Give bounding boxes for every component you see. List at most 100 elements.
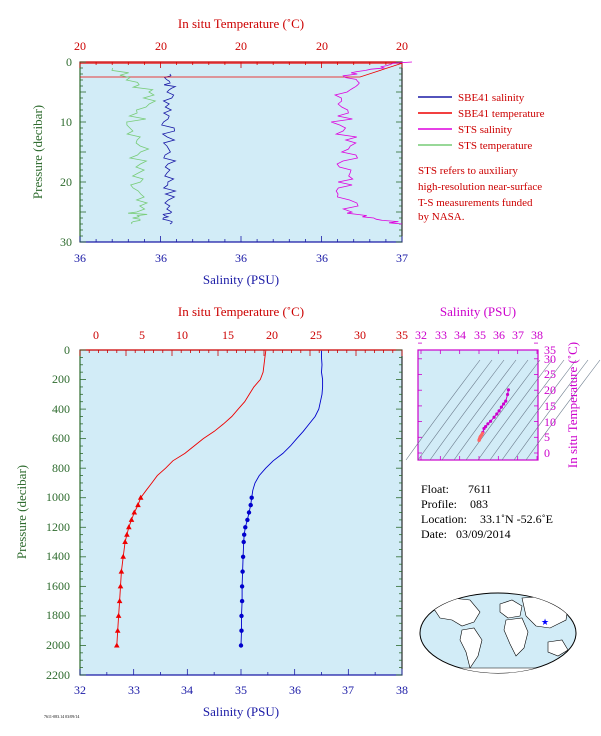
top-pressure-axis-title: Pressure (decibar) [30, 105, 45, 199]
top-trace-sbe41-temperature [80, 62, 403, 78]
ts-point [497, 409, 501, 413]
ts-point [506, 388, 510, 392]
ts-sal-tick-label: 35 [474, 328, 486, 342]
ts-density-contour [477, 359, 553, 461]
main-sal-tick-label: 34 [181, 683, 193, 697]
ts-sal-tick-label: 32 [415, 328, 427, 342]
ts-axis-ticks [418, 342, 538, 460]
location-label: Location: [421, 512, 467, 526]
ts-temp-tick-label: 5 [544, 430, 550, 444]
top-panel: In situ Temperature (˚C) 20 20 20 20 20 … [30, 16, 545, 287]
main-salinity-point [239, 628, 244, 633]
top-sal-tick-label: 36 [316, 251, 328, 265]
main-salinity-point [246, 510, 252, 515]
top-legend: SBE41 salinity SBE41 temperature STS sal… [418, 92, 545, 152]
float-info: Float: 7611 Profile: 083 Location: 33.1˚… [421, 482, 553, 541]
main-temp-tick-labels: 0 5 10 15 20 25 30 35 [93, 328, 408, 342]
main-pressure-tick-label: 0 [64, 343, 70, 357]
ts-temp-tick-label: 30 [544, 352, 556, 366]
main-sal-tick-label: 38 [396, 683, 408, 697]
ts-temp-axis-title: In situ Temperature (˚C) [565, 342, 580, 468]
ts-point [477, 438, 481, 442]
main-pressure-tick-label: 2200 [46, 668, 70, 682]
main-salinity-point [245, 517, 250, 523]
top-temp-tick-label: 20 [155, 39, 167, 53]
main-temperature-point [117, 583, 124, 589]
float-value: 7611 [468, 482, 492, 496]
main-temperature-line [116, 350, 267, 646]
main-temp-tick-label: 5 [139, 328, 145, 342]
top-trace-sbe41-salinity [161, 73, 177, 225]
top-temp-tick-label: 20 [396, 39, 408, 53]
ts-sal-tick-labels: 32 33 34 35 36 37 38 [415, 328, 543, 342]
ts-point [482, 426, 486, 431]
main-pressure-axis-title: Pressure (decibar) [14, 465, 29, 559]
legend-label: STS temperature [458, 140, 532, 152]
main-temperature-point [120, 553, 126, 559]
ts-density-contour [453, 359, 529, 461]
ts-density-contour [501, 359, 577, 461]
main-pressure-tick-label: 1200 [46, 520, 70, 534]
landmass-north-america [431, 597, 481, 627]
profile-value: 083 [470, 497, 488, 511]
main-sal-tick-label: 32 [74, 683, 86, 697]
footer-code: 7611-083.14 03/09/14 [44, 714, 79, 719]
top-temp-tick-label: 20 [235, 39, 247, 53]
top-sal-tick-label: 36 [74, 251, 86, 265]
ts-point [489, 419, 493, 423]
main-salinity-point [239, 613, 244, 619]
note-line: STS refers to auxiliary [418, 165, 518, 177]
main-pressure-tick-label: 800 [52, 461, 70, 475]
main-temperature-point [137, 494, 144, 500]
ts-density-contour [465, 359, 541, 461]
main-salinity-point [240, 554, 246, 559]
top-pressure-tick-label: 0 [66, 55, 72, 69]
ts-density-contour [489, 359, 565, 461]
main-salinity-point [248, 502, 253, 508]
ts-point [499, 405, 503, 409]
ts-density-contour [405, 359, 481, 461]
top-sal-tick-label: 36 [155, 251, 167, 265]
main-temperature-point [124, 531, 130, 537]
legend-label: STS salinity [458, 124, 513, 136]
legend-label: SBE41 salinity [458, 92, 525, 104]
location-value: 33.1˚N -52.6˚E [480, 512, 553, 526]
ts-sal-axis-title: Salinity (PSU) [440, 304, 516, 319]
main-pressure-tick-labels: 0 200 400 600 800 1000 1200 1400 1600 18… [46, 343, 70, 682]
float-label: Float: [421, 482, 449, 496]
main-salinity-line [240, 350, 324, 646]
ts-temp-tick-label: 10 [544, 415, 556, 429]
ts-point [492, 415, 496, 419]
main-temperature-point [128, 516, 135, 522]
date-value: 03/09/2014 [456, 527, 511, 541]
main-salinity-point [239, 584, 245, 589]
ts-sal-tick-label: 33 [435, 328, 447, 342]
landmass-south-america [459, 627, 483, 669]
main-temp-tick-label: 30 [354, 328, 366, 342]
ts-density-contour [513, 359, 589, 461]
main-temp-tick-label: 10 [176, 328, 188, 342]
top-temp-tick-label: 20 [74, 39, 86, 53]
ts-point [504, 399, 508, 403]
main-temperature-point [116, 598, 123, 604]
float-location-star-icon: ★ [541, 617, 549, 627]
main-salinity-point [238, 643, 244, 648]
ts-point [506, 392, 510, 397]
top-pressure-tick-label: 30 [60, 235, 72, 249]
ts-point [502, 402, 506, 406]
main-pressure-tick-label: 1800 [46, 608, 70, 622]
profile-label: Profile: [421, 497, 457, 511]
date-label: Date: [421, 527, 447, 541]
main-sal-tick-label: 35 [235, 683, 247, 697]
main-salinity-point [242, 532, 247, 537]
ts-sal-tick-label: 36 [493, 328, 505, 342]
landmass-australia [547, 639, 569, 657]
main-temp-tick-label: 0 [93, 328, 99, 342]
landmass-africa [503, 617, 529, 657]
main-pressure-tick-label: 1600 [46, 579, 70, 593]
main-temperature-point [118, 568, 125, 574]
main-pressure-tick-label: 200 [52, 372, 70, 386]
top-temp-tick-label: 20 [316, 39, 328, 53]
ts-temp-tick-label: 0 [544, 446, 550, 460]
top-temp-axis-title: In situ Temperature (˚C) [178, 16, 304, 31]
